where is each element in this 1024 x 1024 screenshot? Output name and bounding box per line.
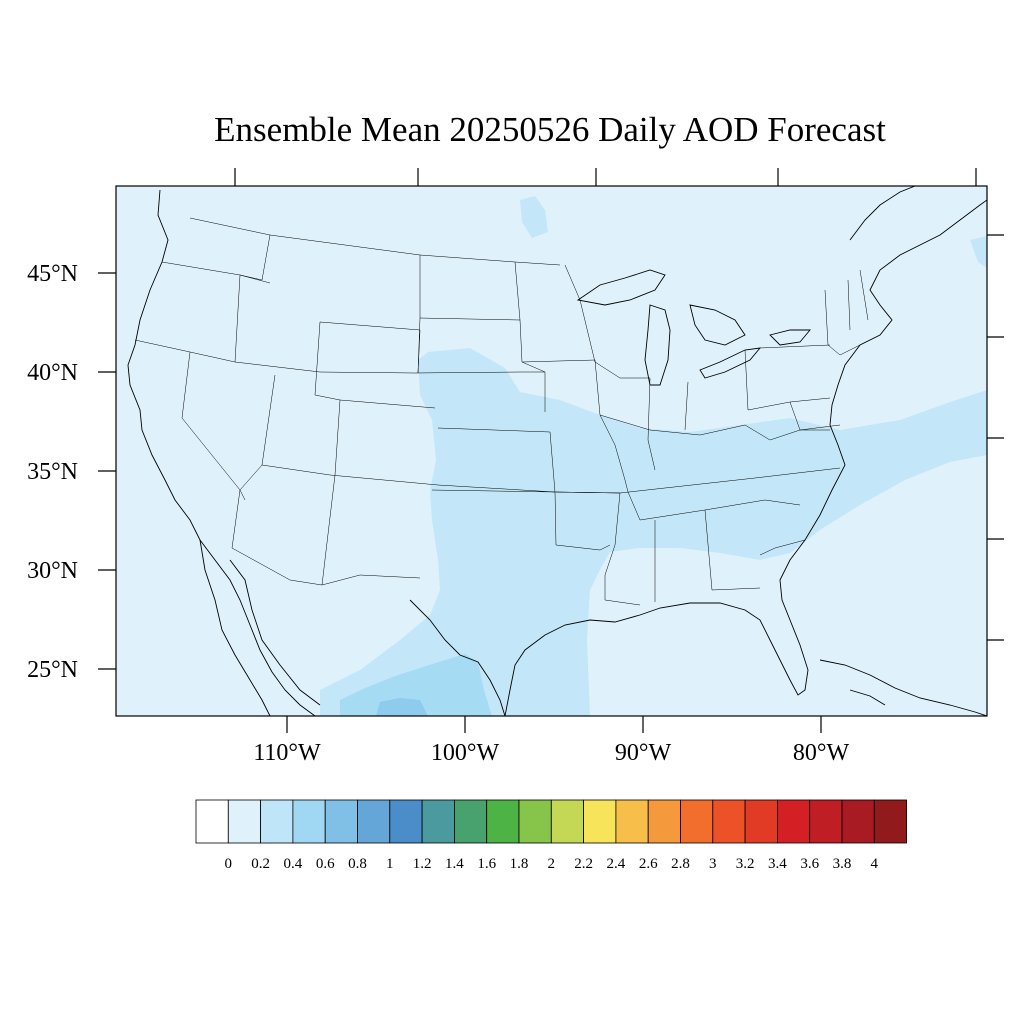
lat-label-35: 35°N: [27, 459, 78, 485]
aod-shading: [320, 196, 987, 716]
lon-label-80: 80°W: [793, 740, 850, 766]
colorbar-box-12: [583, 799, 617, 844]
lat-label-45: 45°N: [27, 261, 78, 287]
colorbar-box-1: [227, 799, 262, 844]
colorbar-label-7: 1.4: [445, 856, 464, 872]
lon-label-90: 90°W: [615, 740, 672, 766]
lat-label-40: 40°N: [27, 360, 78, 386]
colorbar-label-2: 0.4: [284, 856, 303, 872]
colorbar-box-20: [841, 799, 875, 844]
colorbar: [195, 799, 907, 844]
colorbar-label-16: 3.2: [736, 856, 755, 872]
colorbar-box-10: [518, 799, 552, 844]
lat-label-30: 30°N: [27, 558, 78, 584]
map-frame: [115, 185, 988, 717]
lon-label-110: 110°W: [253, 740, 321, 766]
colorbar-label-13: 2.6: [639, 856, 658, 872]
colorbar-label-3: 0.6: [316, 856, 335, 872]
colorbar-label-4: 0.8: [348, 856, 367, 872]
colorbar-box-15: [680, 799, 714, 844]
colorbar-label-14: 2.8: [671, 856, 690, 872]
colorbar-label-15: 3: [709, 856, 717, 872]
colorbar-label-20: 4: [871, 856, 879, 872]
colorbar-label-10: 2: [548, 856, 556, 872]
colorbar-box-17: [744, 799, 778, 844]
colorbar-box-0: [195, 799, 229, 844]
aod-band-0.6-0.8: [376, 698, 428, 716]
colorbar-label-11: 2.2: [574, 856, 593, 872]
lat-label-25: 25°N: [27, 657, 78, 683]
colorbar-box-13: [615, 799, 649, 844]
colorbar-box-8: [453, 799, 488, 844]
aod-patch-maine: [970, 236, 987, 268]
colorbar-box-16: [712, 799, 746, 844]
colorbar-label-9: 1.8: [510, 856, 529, 872]
colorbar-label-19: 3.8: [833, 856, 852, 872]
colorbar-label-8: 1.6: [477, 856, 496, 872]
aod-band-0.2-0.4: [320, 348, 987, 716]
colorbar-box-4: [324, 799, 358, 844]
colorbar-label-6: 1.2: [413, 856, 432, 872]
colorbar-box-11: [550, 799, 584, 844]
colorbar-label-12: 2.4: [607, 856, 626, 872]
state-borders: [134, 217, 869, 606]
colorbar-box-14: [647, 799, 681, 844]
colorbar-box-5: [357, 799, 391, 844]
colorbar-box-21: [873, 799, 907, 844]
aod-patch-north: [520, 196, 548, 238]
colorbar-box-18: [777, 799, 811, 844]
colorbar-box-2: [260, 799, 294, 844]
colorbar-box-9: [486, 799, 520, 844]
colorbar-box-19: [809, 799, 843, 844]
left-ticks: [98, 272, 116, 670]
colorbar-box-3: [292, 799, 326, 844]
map-title: Ensemble Mean 20250526 Daily AOD Forecas…: [214, 110, 886, 149]
colorbar-box-6: [389, 799, 423, 844]
bottom-ticks: [286, 716, 822, 733]
right-ticks: [987, 234, 1004, 641]
colorbar-label-18: 3.6: [800, 856, 819, 872]
colorbar-label-1: 0.2: [251, 856, 270, 872]
colorbar-labels: 0 0.2 0.4 0.6 0.8 1 1.2 1.4 1.6 1.8 2 2.2 2.4 2.6 2.8 3…: [225, 856, 879, 872]
coastlines: [127, 186, 987, 716]
colorbar-box-7: [421, 799, 455, 844]
top-ticks: [234, 168, 977, 186]
colorbar-label-17: 3.4: [768, 856, 787, 872]
aod-band-0.4-0.6: [340, 654, 492, 716]
colorbar-label-0: 0: [225, 856, 233, 872]
lon-label-100: 100°W: [431, 740, 500, 766]
colorbar-label-5: 1: [386, 856, 394, 872]
